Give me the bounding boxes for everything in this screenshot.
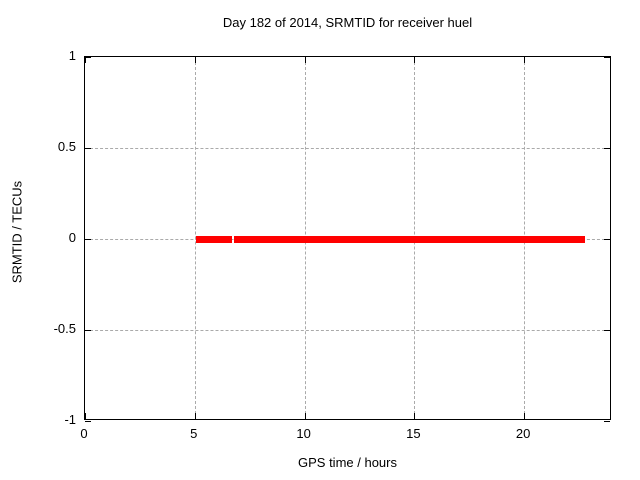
tick-mark <box>85 330 91 331</box>
tick-mark <box>194 413 196 419</box>
tick-mark <box>85 413 86 419</box>
y-tick-label: -1 <box>64 412 76 427</box>
tick-mark <box>85 421 91 422</box>
data-segment <box>234 236 585 243</box>
x-tick-label: 20 <box>515 426 531 441</box>
chart-title: Day 182 of 2014, SRMTID for receiver hue… <box>222 15 473 30</box>
x-axis-label: GPS time / hours <box>298 455 397 470</box>
gridline <box>194 57 196 419</box>
tick-mark <box>604 148 610 149</box>
tick-mark <box>604 330 610 331</box>
gridline <box>85 148 610 149</box>
x-tick-label: 5 <box>190 426 198 441</box>
tick-mark <box>524 413 526 419</box>
y-tick-label: 1 <box>68 48 76 63</box>
x-tick-label: 0 <box>80 426 88 441</box>
x-tick-label: 15 <box>406 426 421 441</box>
tick-mark <box>194 57 196 63</box>
tick-mark <box>414 413 416 419</box>
y-tick-label: 0 <box>68 230 76 245</box>
tick-mark <box>524 57 526 63</box>
tick-mark <box>604 57 610 58</box>
x-tick-label: 10 <box>296 426 311 441</box>
gridline <box>85 330 610 331</box>
tick-mark <box>304 413 306 419</box>
tick-mark <box>85 239 91 240</box>
plot-area <box>84 56 611 422</box>
y-tick-label: -0.5 <box>53 321 76 336</box>
tick-mark <box>85 57 91 58</box>
y-axis-label: SRMTID / TECUs <box>9 180 25 284</box>
tick-mark <box>304 57 306 63</box>
data-segment <box>196 236 232 243</box>
tick-mark <box>414 57 416 63</box>
tick-mark <box>85 57 86 63</box>
tick-mark <box>604 421 610 422</box>
tick-mark <box>85 148 91 149</box>
tick-mark <box>604 239 610 240</box>
y-tick-label: 0.5 <box>57 139 76 154</box>
